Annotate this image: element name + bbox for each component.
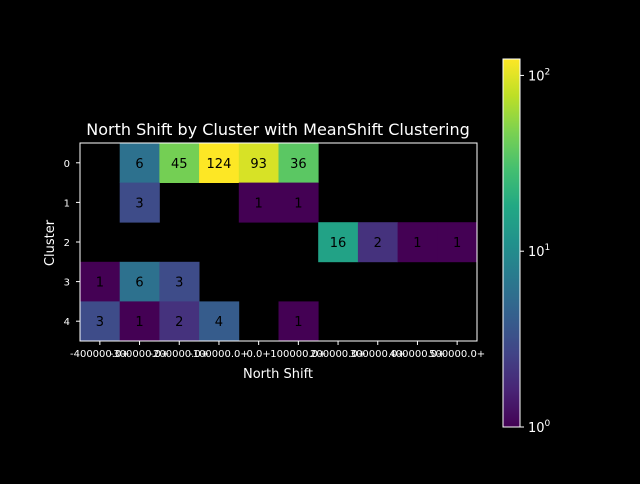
heatmap-cell: [357, 222, 398, 263]
y-tick-label: 3: [64, 278, 70, 289]
colorbar-tick-label: 102: [528, 67, 550, 84]
x-tick-label: -300000.0+: [110, 349, 170, 360]
heatmap-cell: [159, 143, 200, 183]
heatmap-cell: [318, 222, 359, 263]
heatmap-cell: [238, 182, 279, 223]
x-tick-label: 0.0+: [247, 349, 271, 360]
x-tick-label: -100000.0+: [189, 349, 249, 360]
cell-label: 1: [294, 196, 302, 211]
cell-label: 3: [175, 276, 183, 291]
heatmap-cell: [159, 301, 200, 342]
heatmap-cell: [119, 143, 160, 183]
heatmap-cell: [119, 301, 160, 342]
heatmap-cells: 6 45 124 93 363 1 116 2 1 11 6 33 1 2 4 1: [80, 143, 478, 342]
cell-label: 1: [294, 315, 302, 330]
cell-label: 124: [207, 157, 232, 172]
x-axis-label: North Shift: [243, 367, 313, 382]
heatmap-cell: [80, 301, 121, 342]
heatmap-cell: [278, 182, 319, 223]
cell-label: 3: [96, 315, 104, 330]
cell-label: 2: [374, 236, 382, 251]
colorbar-tick-label: 100: [528, 419, 551, 436]
heatmap-cell: [397, 222, 438, 263]
plot-frame: [79, 142, 478, 342]
y-tick-label: 0: [64, 159, 70, 170]
x-tick-label: 300000.0+: [350, 349, 406, 360]
y-tick-label: 4: [64, 317, 70, 328]
heatmap-cell: [199, 301, 240, 342]
x-tick-label: -400000.0+: [70, 349, 130, 360]
heatmap-cell: [278, 301, 319, 342]
heatmap-cell: [238, 143, 279, 183]
cell-label: 93: [250, 157, 267, 172]
chart-title: North Shift by Cluster with MeanShift Cl…: [86, 120, 469, 139]
colorbar-tick-label: 101: [528, 243, 550, 260]
heatmap-cell: [278, 143, 319, 183]
heatmap-cell: [199, 143, 240, 183]
cell-label: 1: [453, 236, 461, 251]
cell-label: 16: [330, 236, 347, 251]
x-tick-label: 500000.0+: [429, 349, 485, 360]
cell-label: 4: [215, 315, 223, 330]
heatmap-cell: [119, 182, 160, 223]
cell-label: 6: [135, 276, 143, 291]
heatmap-cell: [159, 261, 200, 302]
cell-label: 1: [96, 276, 104, 291]
cell-label: 2: [175, 315, 183, 330]
heatmap-cell: [80, 261, 121, 302]
cell-label: 3: [135, 196, 143, 211]
cell-label: 1: [135, 315, 143, 330]
y-tick-label: 2: [64, 238, 70, 249]
cell-label: 45: [171, 157, 188, 172]
colorbar-ticks: 100 101 102: [520, 67, 551, 436]
cell-label: 1: [413, 236, 421, 251]
heatmap-cell: [119, 261, 160, 302]
heatmap-cell: [437, 222, 478, 263]
cell-label: 1: [255, 196, 263, 211]
x-tick-label: -200000.0+: [149, 349, 209, 360]
x-tick-label: 100000.0+: [270, 349, 326, 360]
cell-label: 36: [290, 157, 307, 172]
x-tick-label: 400000.0+: [389, 349, 445, 360]
colorbar: [502, 58, 521, 428]
x-tick-label: 200000.0+: [310, 349, 366, 360]
x-axis-ticks: -400000.0+-300000.0+-200000.0+-100000.0+…: [70, 341, 485, 360]
y-axis-label: Cluster: [43, 219, 58, 266]
y-axis-ticks: 0 1 2 3 4: [64, 159, 80, 328]
y-tick-label: 1: [64, 198, 70, 209]
cell-label: 6: [135, 157, 143, 172]
